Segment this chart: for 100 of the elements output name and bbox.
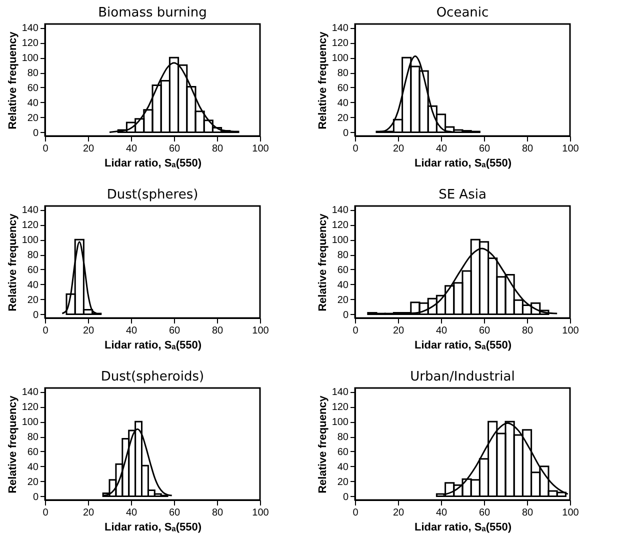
y-tick-label: 140 [22,23,39,34]
y-tick-label: 80 [27,250,39,262]
y-tick-label: 20 [27,294,39,306]
x-tick-label: 60 [478,326,490,336]
chart-title: Urban/Industrial [410,370,515,385]
y-tick-label: 120 [22,220,39,232]
y-axis-title: Relative frequency [6,212,19,312]
x-tick-label: 20 [82,508,94,518]
y-tick-label: 120 [22,38,39,50]
y-tick-label: 40 [337,280,349,291]
y-tick-label: 120 [332,38,349,50]
x-tick-label: 80 [212,144,224,154]
chart-title: Oceanic [436,6,489,21]
y-tick-label: 0 [32,492,39,503]
y-tick-label: 120 [332,402,349,414]
x-tick-label: 80 [522,326,534,336]
y-tick-label: 80 [337,432,349,444]
x-tick-label: 100 [562,144,580,154]
x-axis-title: Lidar ratio, Sₐ(550) [414,340,512,352]
x-tick-label: 0 [352,144,359,154]
y-tick-label: 140 [332,23,349,34]
y-axis-title: Relative frequency [316,394,329,494]
x-tick-label: 20 [82,326,94,336]
x-tick-label: 40 [126,144,138,154]
y-tick-label: 0 [32,310,39,321]
y-axis-title: Relative frequency [316,30,329,130]
x-axis-title: Lidar ratio, Sₐ(550) [414,522,512,534]
y-tick-label: 60 [337,264,349,276]
x-tick-label: 40 [436,508,448,518]
y-tick-label: 60 [27,82,39,94]
y-axis-title: Relative frequency [6,30,19,130]
y-tick-label: 140 [22,205,39,216]
y-tick-label: 80 [27,432,39,444]
x-tick-label: 0 [352,508,359,518]
y-tick-label: 80 [27,68,39,80]
chart-title: Biomass burning [98,6,207,21]
y-tick-label: 60 [337,82,349,94]
x-tick-label: 60 [478,144,490,154]
x-tick-label: 40 [126,508,138,518]
x-tick-label: 0 [42,508,49,518]
y-tick-label: 120 [332,220,349,232]
x-tick-label: 80 [522,144,534,154]
y-tick-label: 80 [337,250,349,262]
y-axis-title: Relative frequency [316,212,329,312]
x-tick-label: 20 [392,144,404,154]
y-tick-label: 0 [342,492,349,503]
y-tick-label: 0 [342,310,349,321]
x-tick-label: 60 [168,144,180,154]
x-tick-label: 100 [252,144,270,154]
y-tick-label: 60 [27,264,39,276]
x-tick-label: 60 [168,326,180,336]
y-tick-label: 20 [337,294,349,306]
y-tick-label: 140 [332,387,349,398]
y-tick-label: 20 [27,112,39,124]
x-tick-label: 20 [392,508,404,518]
x-axis-title: Lidar ratio, Sₐ(550) [104,340,202,352]
y-tick-label: 40 [27,280,39,291]
x-axis-title: Lidar ratio, Sₐ(550) [414,158,512,170]
x-tick-label: 0 [42,144,49,154]
x-tick-label: 100 [252,508,270,518]
x-tick-label: 80 [522,508,534,518]
y-tick-label: 100 [22,417,39,428]
x-tick-label: 80 [212,326,224,336]
x-tick-label: 20 [392,326,404,336]
y-tick-label: 20 [337,476,349,488]
x-tick-label: 80 [212,508,224,518]
y-tick-label: 0 [32,128,39,139]
y-tick-label: 40 [27,462,39,473]
y-tick-label: 140 [332,205,349,216]
x-tick-label: 0 [352,326,359,336]
x-tick-label: 100 [252,326,270,336]
y-axis-title: Relative frequency [6,394,19,494]
chart-title: SE Asia [438,188,486,203]
x-axis-title: Lidar ratio, Sₐ(550) [104,158,202,170]
y-tick-label: 100 [332,53,349,64]
y-tick-label: 100 [22,53,39,64]
y-tick-label: 20 [337,112,349,124]
x-tick-label: 40 [436,144,448,154]
x-tick-label: 60 [168,508,180,518]
chart-title: Dust(spheroids) [100,370,204,385]
y-tick-label: 20 [27,476,39,488]
y-tick-label: 40 [337,98,349,109]
chart-title: Dust(spheres) [106,188,198,203]
x-tick-label: 20 [82,144,94,154]
x-tick-label: 40 [126,326,138,336]
x-tick-label: 60 [478,508,490,518]
x-tick-label: 100 [562,508,580,518]
y-tick-label: 140 [22,387,39,398]
x-tick-label: 40 [436,326,448,336]
x-axis-title: Lidar ratio, Sₐ(550) [104,522,202,534]
x-tick-label: 0 [42,326,49,336]
x-tick-label: 100 [562,326,580,336]
y-tick-label: 0 [342,128,349,139]
y-tick-label: 60 [337,446,349,458]
y-tick-label: 60 [27,446,39,458]
y-tick-label: 100 [22,235,39,246]
y-tick-label: 80 [337,68,349,80]
y-tick-label: 120 [22,402,39,414]
y-tick-label: 100 [332,417,349,428]
y-tick-label: 40 [337,462,349,473]
